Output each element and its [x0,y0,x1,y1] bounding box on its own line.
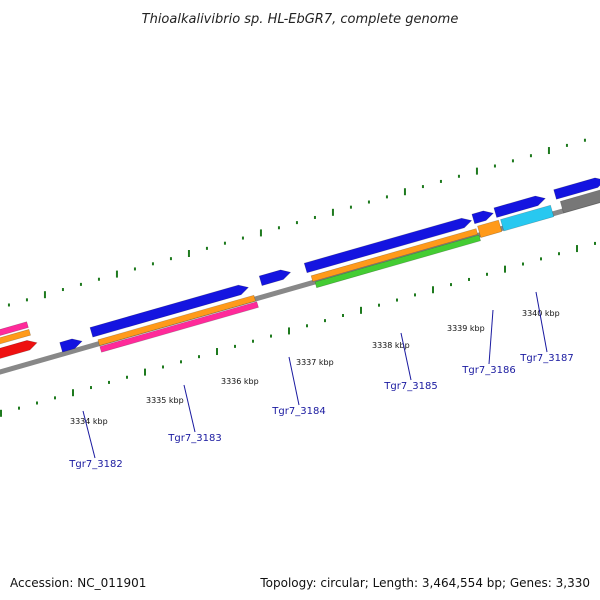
gene-label-leader [183,384,196,433]
accession-text: Accession: NC_011901 [10,576,147,590]
gene-label[interactable]: Tgr7_3185 [383,381,437,392]
gene-label[interactable]: Tgr7_3183 [167,433,221,444]
gene-tgr7-3183 [89,284,249,338]
orange-feature-3186 [477,219,503,238]
gene-features [0,177,600,359]
kbp-label: 3336 kbp [221,377,259,386]
gene-tgr7-3184 [258,269,292,286]
cyan-feature-3187 [500,204,555,232]
gene-tgr7-3185 [303,217,473,274]
gene-tgr7-3187 [493,195,546,218]
gene-label-leader [535,291,548,353]
gene-tgr7-3186 [471,210,494,225]
annotations: 3334 kbp 3335 kbp 3336 kbp 3337 kbp 3338 kbp… [68,291,574,470]
gene-label[interactable]: Tgr7_3186 [461,365,515,376]
gene-label[interactable]: Tgr7_3182 [68,459,122,470]
tick-marks [0,138,596,417]
kbp-label: 3340 kbp [522,309,560,318]
gene-label-leader [488,309,494,365]
pink-feature-left [0,321,29,336]
gene-label-leader [400,332,412,381]
gene-label[interactable]: Tgr7_3184 [271,406,325,417]
gray-feature-right [559,189,600,214]
kbp-label: 3338 kbp [372,341,410,350]
topology-summary: Topology: circular; Length: 3,464,554 bp… [260,576,590,590]
orange-feature-3185 [310,228,479,282]
orange-feature-3183 [97,294,256,346]
green-feature-3185 [314,234,481,289]
orange-feature-left [0,329,31,345]
map-title: Thioalkalivibrio sp. HL-EbGR7, complete … [142,12,459,27]
pink-feature-3183 [99,301,259,353]
kbp-label: 3339 kbp [447,324,485,333]
kbp-label: 3335 kbp [146,396,184,405]
red-gene-left [0,340,38,359]
kbp-label: 3337 kbp [296,358,334,367]
gene-tgr7-3182 [59,338,83,353]
gene-label-leader [82,410,96,459]
gene-label[interactable]: Tgr7_3187 [519,353,573,364]
gene-right-edge [553,177,600,200]
gene-label-leader [288,356,300,406]
kbp-label: 3334 kbp [70,417,108,426]
